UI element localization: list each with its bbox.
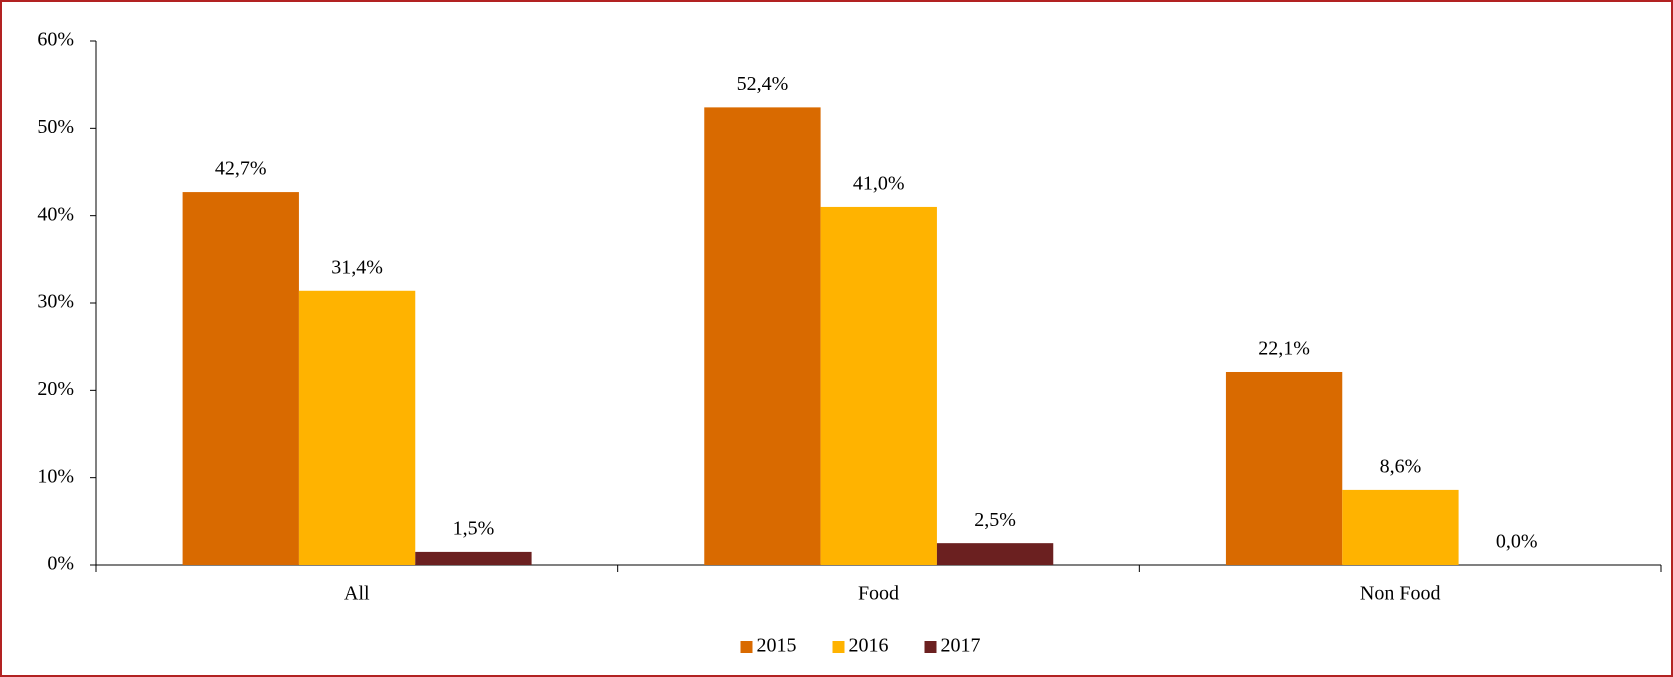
- y-tick-label: 60%: [37, 29, 74, 51]
- y-tick-label: 10%: [37, 465, 74, 487]
- data-label: 8,6%: [1380, 455, 1422, 477]
- legend-label: 2015: [757, 635, 797, 657]
- data-label: 22,1%: [1258, 338, 1310, 360]
- data-label: 52,4%: [737, 73, 789, 95]
- y-tick-label: 40%: [37, 203, 74, 225]
- y-tick-label: 20%: [37, 378, 74, 400]
- bar: [415, 551, 532, 565]
- bar: [704, 107, 821, 565]
- x-tick-label: Food: [858, 583, 899, 605]
- bar: [820, 206, 937, 565]
- y-tick-label: 50%: [37, 116, 74, 138]
- y-tick-label: 0%: [47, 553, 74, 575]
- data-label: 41,0%: [853, 173, 905, 195]
- data-label: 0,0%: [1496, 531, 1538, 553]
- x-tick-label: All: [344, 583, 370, 605]
- bar: [298, 290, 416, 565]
- legend-label: 2017: [941, 635, 981, 657]
- y-tick-label: 30%: [37, 291, 74, 313]
- bar: [1342, 489, 1459, 565]
- data-label: 42,7%: [215, 158, 267, 180]
- bar: [936, 543, 1054, 565]
- legend-swatch: [740, 641, 753, 653]
- legend-label: 2016: [849, 635, 889, 657]
- data-label: 31,4%: [331, 256, 383, 278]
- data-label: 1,5%: [453, 517, 495, 539]
- legend-swatch: [924, 641, 937, 653]
- data-label: 2,5%: [974, 509, 1016, 531]
- bar: [1225, 371, 1343, 565]
- legend-swatch: [832, 641, 845, 653]
- x-tick-label: Non Food: [1360, 583, 1441, 605]
- bar: [182, 192, 299, 565]
